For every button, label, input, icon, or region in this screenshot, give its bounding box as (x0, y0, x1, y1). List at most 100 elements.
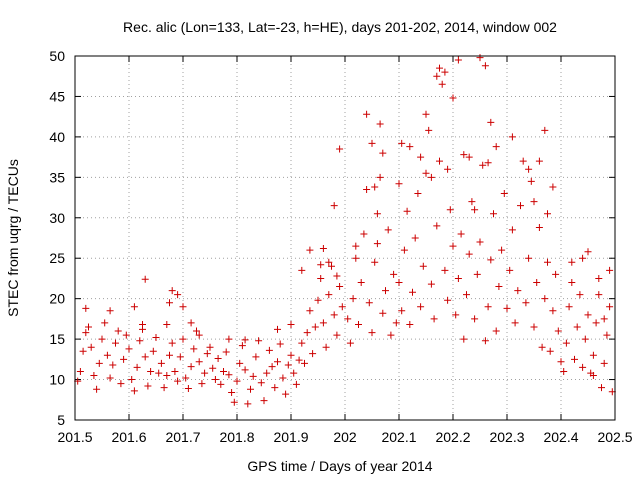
data-point (290, 369, 298, 377)
data-point (579, 363, 587, 371)
data-point (322, 343, 330, 351)
data-point (247, 385, 254, 393)
data-point (274, 325, 281, 333)
data-point (133, 363, 141, 371)
data-point (295, 356, 303, 364)
data-point (106, 307, 114, 315)
data-point (193, 327, 200, 335)
y-axis-label: STEC from uqrg / TECUs (5, 159, 21, 317)
data-point (368, 139, 376, 147)
data-point (309, 350, 317, 358)
data-point (317, 261, 325, 269)
data-point (436, 157, 443, 165)
data-point (222, 348, 230, 356)
data-point (384, 226, 392, 234)
data-point (319, 245, 327, 253)
data-point (198, 380, 206, 388)
data-point (179, 303, 187, 311)
data-point (544, 258, 551, 266)
data-point (508, 133, 516, 141)
y-tick-label: 20 (49, 291, 65, 307)
data-point (422, 169, 430, 177)
data-point (82, 329, 90, 337)
data-point (352, 242, 360, 250)
data-point (349, 295, 357, 303)
data-point (166, 351, 173, 359)
data-point (387, 331, 395, 339)
data-point (282, 390, 290, 398)
data-point (398, 307, 406, 315)
data-point (317, 274, 325, 282)
data-point (600, 359, 608, 367)
data-point (530, 323, 538, 331)
x-tick-label: 201.8 (219, 429, 254, 445)
data-point (454, 274, 462, 282)
data-point (103, 351, 111, 359)
data-point (403, 207, 411, 215)
data-point (257, 379, 265, 387)
data-point (430, 315, 438, 323)
data-point (163, 321, 171, 329)
data-point (522, 299, 530, 307)
data-point (479, 161, 487, 169)
data-point (184, 384, 192, 392)
data-point (330, 202, 338, 210)
data-point (595, 274, 603, 282)
data-point (603, 331, 611, 339)
x-tick-label: 202.5 (597, 429, 632, 445)
data-point (463, 291, 470, 299)
data-point (260, 397, 268, 405)
data-point (471, 315, 479, 323)
data-point (541, 295, 549, 303)
data-point (560, 367, 568, 375)
data-point (525, 165, 533, 173)
data-point (433, 72, 441, 80)
data-point (511, 319, 519, 327)
data-point (379, 309, 387, 317)
data-point (357, 278, 365, 286)
data-point (606, 303, 614, 311)
y-tick-label: 50 (49, 48, 65, 64)
x-tick-label: 202.2 (435, 429, 470, 445)
data-point (400, 246, 408, 254)
data-point (336, 145, 344, 153)
data-point (211, 376, 219, 384)
data-point (225, 371, 233, 379)
data-point (368, 329, 376, 337)
data-point (598, 384, 605, 392)
data-point (460, 335, 468, 343)
y-tick-label: 30 (49, 210, 65, 226)
data-point (538, 343, 546, 351)
data-point (333, 272, 341, 280)
data-point (187, 363, 195, 371)
data-point (390, 270, 398, 278)
x-tick-label: 202.1 (381, 429, 416, 445)
data-point (438, 80, 446, 88)
data-point (287, 351, 295, 359)
data-point (492, 143, 500, 151)
data-point (93, 385, 101, 393)
x-tick-label: 201.9 (273, 429, 308, 445)
data-point (519, 157, 527, 165)
y-tick-label: 10 (49, 372, 65, 388)
data-point (495, 283, 503, 291)
data-point (292, 380, 300, 388)
data-point (325, 258, 333, 266)
data-point (166, 299, 173, 307)
data-point (546, 347, 554, 355)
data-point (336, 283, 344, 291)
data-point (271, 384, 279, 392)
data-point (225, 335, 233, 343)
data-point (152, 333, 160, 341)
data-point (325, 291, 333, 299)
data-point (427, 173, 435, 181)
data-point (241, 366, 249, 374)
y-tick-label: 5 (57, 412, 65, 428)
data-point (562, 339, 570, 347)
y-tick-label: 15 (49, 331, 65, 347)
data-point (141, 275, 149, 283)
x-tick-label: 201.7 (165, 429, 200, 445)
data-point (90, 372, 98, 380)
data-point (573, 323, 581, 331)
